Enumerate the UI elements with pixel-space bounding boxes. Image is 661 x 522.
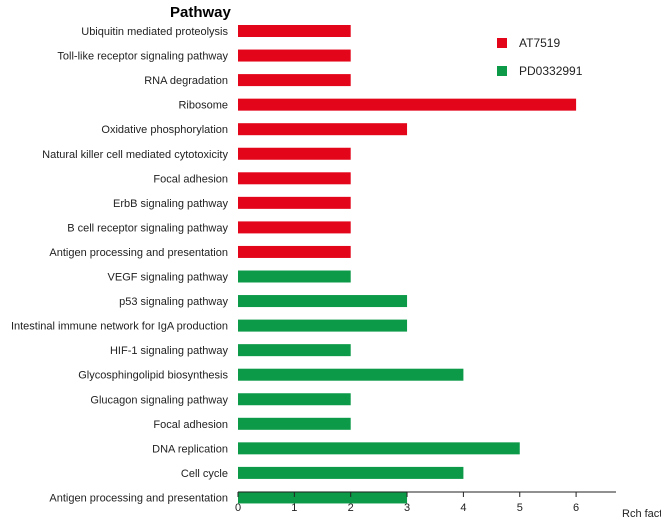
bar-at7519 <box>238 74 351 87</box>
bar-at7519 <box>238 25 351 37</box>
category-label: RNA degradation <box>144 75 228 87</box>
legend-swatch-pd0332991 <box>497 66 507 76</box>
category-label: DNA replication <box>152 443 228 455</box>
bar-at7519 <box>238 147 351 160</box>
category-label: Toll-like receptor signaling pathway <box>57 51 228 63</box>
bar-pd0332991 <box>238 344 351 357</box>
category-label: HIF-1 signaling pathway <box>110 345 229 357</box>
category-label: Ubiquitin mediated proteolysis <box>81 26 228 38</box>
bar-pd0332991 <box>238 491 408 504</box>
x-tick-label: 3 <box>404 502 410 514</box>
category-label: Glucagon signaling pathway <box>90 394 228 406</box>
bar-pd0332991 <box>238 466 464 479</box>
bar-pd0332991 <box>238 270 351 283</box>
bar-pd0332991 <box>238 319 408 332</box>
x-tick-label: 1 <box>291 502 297 514</box>
x-tick-label: 2 <box>348 502 354 514</box>
bar-at7519 <box>238 49 351 62</box>
category-label: Focal adhesion <box>153 419 228 431</box>
legend-label-at7519: AT7519 <box>519 36 560 50</box>
category-label: Glycosphingolipid biosynthesis <box>78 370 228 382</box>
category-label: p53 signaling pathway <box>119 296 228 308</box>
bar-pd0332991 <box>238 417 351 430</box>
bar-pd0332991 <box>238 295 408 308</box>
bar-at7519 <box>238 172 351 185</box>
category-label: VEGF signaling pathway <box>108 272 229 284</box>
x-axis: 0 1 2 3 4 5 6 <box>235 491 616 514</box>
category-label: Cell cycle <box>181 468 228 480</box>
legend: AT7519 PD0332991 <box>497 36 583 78</box>
x-axis-title: Rch factor <box>622 508 661 520</box>
category-label: Ribosome <box>178 100 228 112</box>
legend-label-pd0332991: PD0332991 <box>519 64 583 78</box>
legend-swatch-at7519 <box>497 38 507 48</box>
category-label: B cell receptor signaling pathway <box>67 222 228 234</box>
bar-at7519 <box>238 245 351 258</box>
category-label: Natural killer cell mediated cytotoxicit… <box>42 149 228 161</box>
category-label: Antigen processing and presentation <box>49 492 228 504</box>
category-label: Oxidative phosphorylation <box>101 124 228 136</box>
bar-pd0332991 <box>238 368 464 381</box>
x-tick-label: 4 <box>460 502 466 514</box>
category-label: Focal adhesion <box>153 173 228 185</box>
bar-at7519 <box>238 98 577 111</box>
category-label: Antigen processing and presentation <box>49 247 228 259</box>
bar-at7519 <box>238 196 351 209</box>
bars-layer <box>238 25 577 504</box>
y-axis-title: Pathway <box>170 4 232 21</box>
category-label: ErbB signaling pathway <box>113 198 228 210</box>
bar-pd0332991 <box>238 393 351 406</box>
x-tick-label: 0 <box>235 502 241 514</box>
x-tick-label: 5 <box>517 502 523 514</box>
bar-pd0332991 <box>238 442 520 455</box>
bar-at7519 <box>238 123 408 136</box>
category-label: Intestinal immune network for IgA produc… <box>11 321 228 333</box>
x-tick-label: 6 <box>573 502 579 514</box>
category-labels: Ubiquitin mediated proteolysis Toll-like … <box>11 26 229 504</box>
bar-at7519 <box>238 221 351 234</box>
